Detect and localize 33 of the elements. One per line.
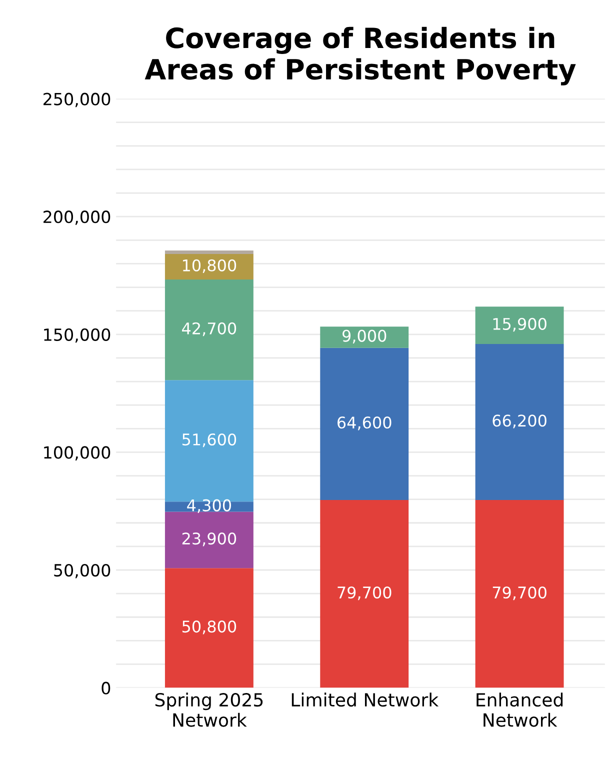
data-label: 4,300 [187, 499, 231, 514]
data-label: 51,600 [182, 433, 236, 448]
bar [320, 348, 409, 500]
bar [475, 500, 564, 688]
data-label: 42,700 [182, 322, 236, 336]
data-label: 66,200 [492, 414, 546, 428]
bar [164, 280, 254, 380]
data-label: 23,900 [182, 532, 236, 546]
y-tick-label: 250,000 [44, 92, 110, 108]
y-tick-label: 150,000 [44, 328, 110, 343]
data-label: 79,700 [338, 586, 392, 600]
bar [475, 344, 564, 500]
bar [164, 254, 254, 280]
y-tick-label: 200,000 [44, 210, 110, 225]
y-tick-label: 0 [102, 682, 110, 694]
data-label: 15,900 [493, 318, 546, 332]
chart-title: Coverage of Residents in Areas of Persistent Poverty [144, 26, 576, 86]
bar [164, 512, 254, 568]
bar [475, 306, 564, 344]
x-tick-label: Spring 2025 Network [155, 692, 263, 727]
data-label: 64,600 [338, 416, 392, 430]
bar [164, 568, 254, 688]
x-tick-label: Limited Network [292, 692, 439, 707]
x-tick-label: Enhanced Network [476, 692, 563, 727]
data-label: 79,700 [492, 586, 546, 600]
bar [320, 326, 409, 348]
y-tick-label: 50,000 [54, 564, 110, 578]
data-label: 50,800 [182, 620, 236, 634]
y-tick-label: 100,000 [44, 446, 110, 460]
bar [320, 500, 409, 688]
bar [164, 250, 254, 254]
data-label: 10,800 [183, 259, 236, 274]
data-label: 9,000 [342, 330, 386, 344]
